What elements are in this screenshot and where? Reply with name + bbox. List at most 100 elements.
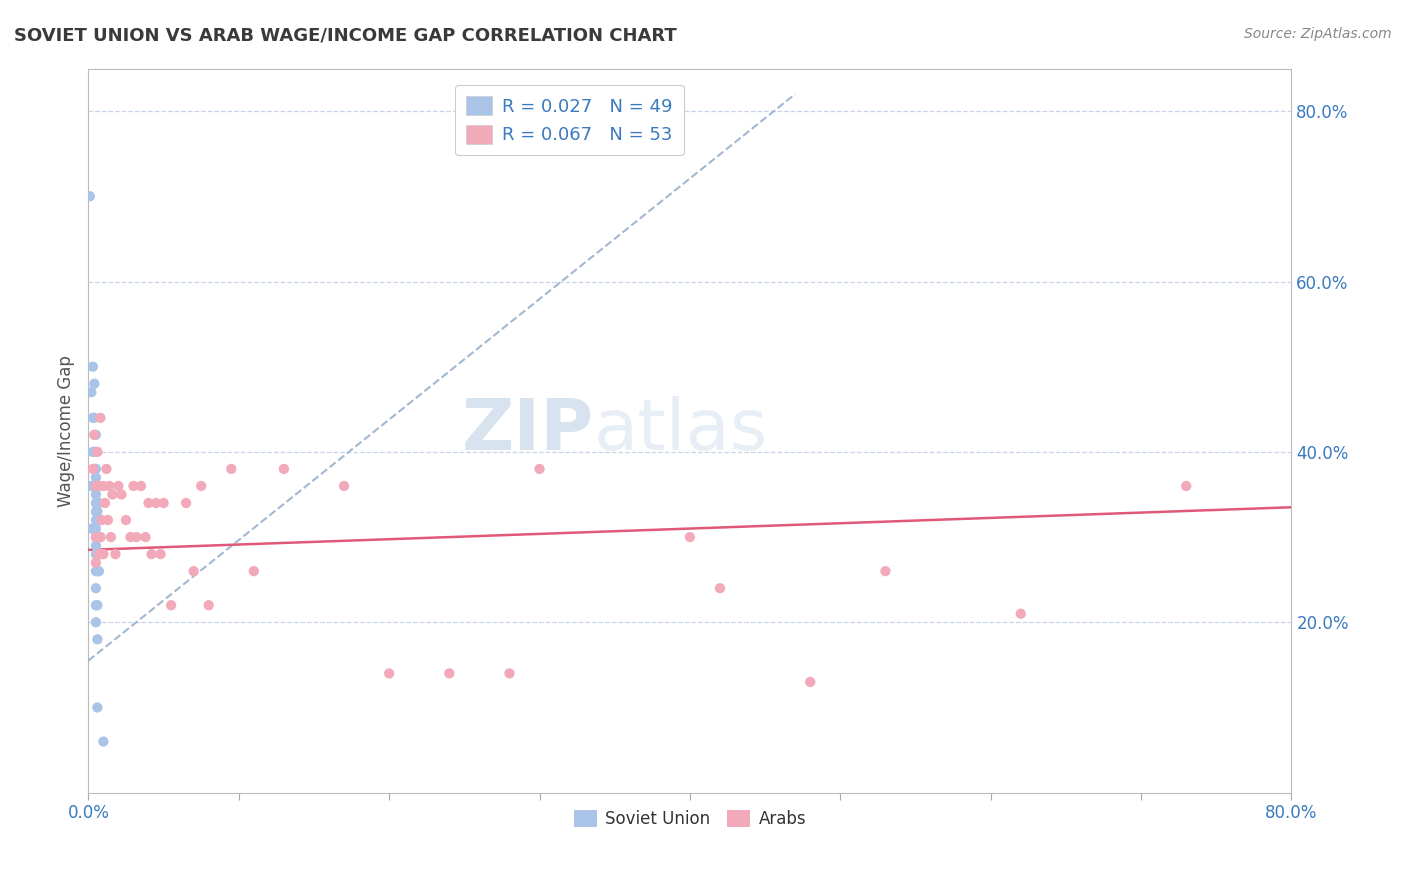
Text: Source: ZipAtlas.com: Source: ZipAtlas.com — [1244, 27, 1392, 41]
Point — [87, 547, 110, 561]
Point — [83, 376, 105, 391]
Point — [89, 547, 111, 561]
Point — [86, 445, 108, 459]
Point — [110, 487, 132, 501]
Point — [84, 504, 107, 518]
Point — [86, 632, 108, 647]
Point — [84, 615, 107, 630]
Point — [89, 530, 111, 544]
Point — [86, 479, 108, 493]
Point — [875, 564, 897, 578]
Point — [80, 479, 103, 493]
Point — [160, 599, 183, 613]
Point — [89, 530, 111, 544]
Point — [84, 564, 107, 578]
Point — [190, 479, 212, 493]
Point — [120, 530, 142, 544]
Point — [101, 487, 124, 501]
Point — [86, 530, 108, 544]
Point — [84, 496, 107, 510]
Point — [83, 427, 105, 442]
Point — [86, 513, 108, 527]
Point — [138, 496, 160, 510]
Point — [86, 530, 108, 544]
Point — [378, 666, 401, 681]
Point — [174, 496, 197, 510]
Point — [79, 189, 101, 203]
Point — [679, 530, 702, 544]
Point — [87, 496, 110, 510]
Point — [83, 445, 105, 459]
Point — [82, 359, 104, 374]
Point — [84, 581, 107, 595]
Point — [84, 445, 107, 459]
Point — [243, 564, 266, 578]
Point — [84, 513, 107, 527]
Point — [84, 470, 107, 484]
Point — [115, 513, 138, 527]
Point — [100, 530, 122, 544]
Point — [799, 674, 821, 689]
Point — [98, 479, 121, 493]
Point — [86, 700, 108, 714]
Point — [87, 547, 110, 561]
Point — [80, 522, 103, 536]
Legend: Soviet Union, Arabs: Soviet Union, Arabs — [567, 804, 813, 835]
Point — [84, 539, 107, 553]
Point — [86, 564, 108, 578]
Point — [1010, 607, 1032, 621]
Point — [134, 530, 156, 544]
Point — [152, 496, 174, 510]
Point — [97, 513, 120, 527]
Point — [93, 547, 115, 561]
Point — [709, 581, 731, 595]
Point — [83, 462, 105, 476]
Point — [107, 479, 129, 493]
Point — [87, 479, 110, 493]
Point — [84, 479, 107, 493]
Point — [82, 445, 104, 459]
Point — [86, 599, 108, 613]
Point — [84, 487, 107, 501]
Text: SOVIET UNION VS ARAB WAGE/INCOME GAP CORRELATION CHART: SOVIET UNION VS ARAB WAGE/INCOME GAP COR… — [14, 27, 676, 45]
Point — [93, 479, 115, 493]
Point — [87, 513, 110, 527]
Point — [84, 530, 107, 544]
Point — [333, 479, 356, 493]
Point — [94, 496, 117, 510]
Point — [498, 666, 520, 681]
Point — [84, 462, 107, 476]
Point — [89, 410, 111, 425]
Point — [82, 479, 104, 493]
Point — [96, 462, 118, 476]
Point — [529, 462, 551, 476]
Point — [80, 385, 103, 400]
Point — [439, 666, 461, 681]
Point — [219, 462, 242, 476]
Point — [86, 504, 108, 518]
Point — [84, 556, 107, 570]
Point — [141, 547, 163, 561]
Point — [84, 479, 107, 493]
Point — [273, 462, 295, 476]
Point — [83, 410, 105, 425]
Point — [87, 564, 110, 578]
Point — [149, 547, 172, 561]
Point — [84, 530, 107, 544]
Point — [183, 564, 205, 578]
Point — [82, 410, 104, 425]
Point — [86, 547, 108, 561]
Point — [87, 530, 110, 544]
Point — [129, 479, 152, 493]
Point — [84, 522, 107, 536]
Point — [197, 599, 219, 613]
Text: atlas: atlas — [593, 396, 768, 465]
Point — [145, 496, 167, 510]
Point — [83, 427, 105, 442]
Text: ZIP: ZIP — [461, 396, 593, 465]
Point — [84, 599, 107, 613]
Point — [86, 496, 108, 510]
Point — [84, 427, 107, 442]
Point — [125, 530, 148, 544]
Point — [93, 734, 115, 748]
